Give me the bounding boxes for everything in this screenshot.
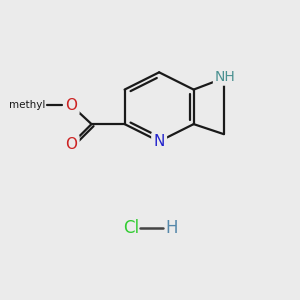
Text: methyl: methyl [9, 100, 46, 110]
Text: O: O [65, 137, 77, 152]
Text: N: N [153, 134, 165, 149]
Text: O: O [65, 98, 77, 113]
Text: Cl: Cl [123, 219, 139, 237]
Text: NH: NH [215, 70, 236, 84]
Text: H: H [165, 219, 177, 237]
